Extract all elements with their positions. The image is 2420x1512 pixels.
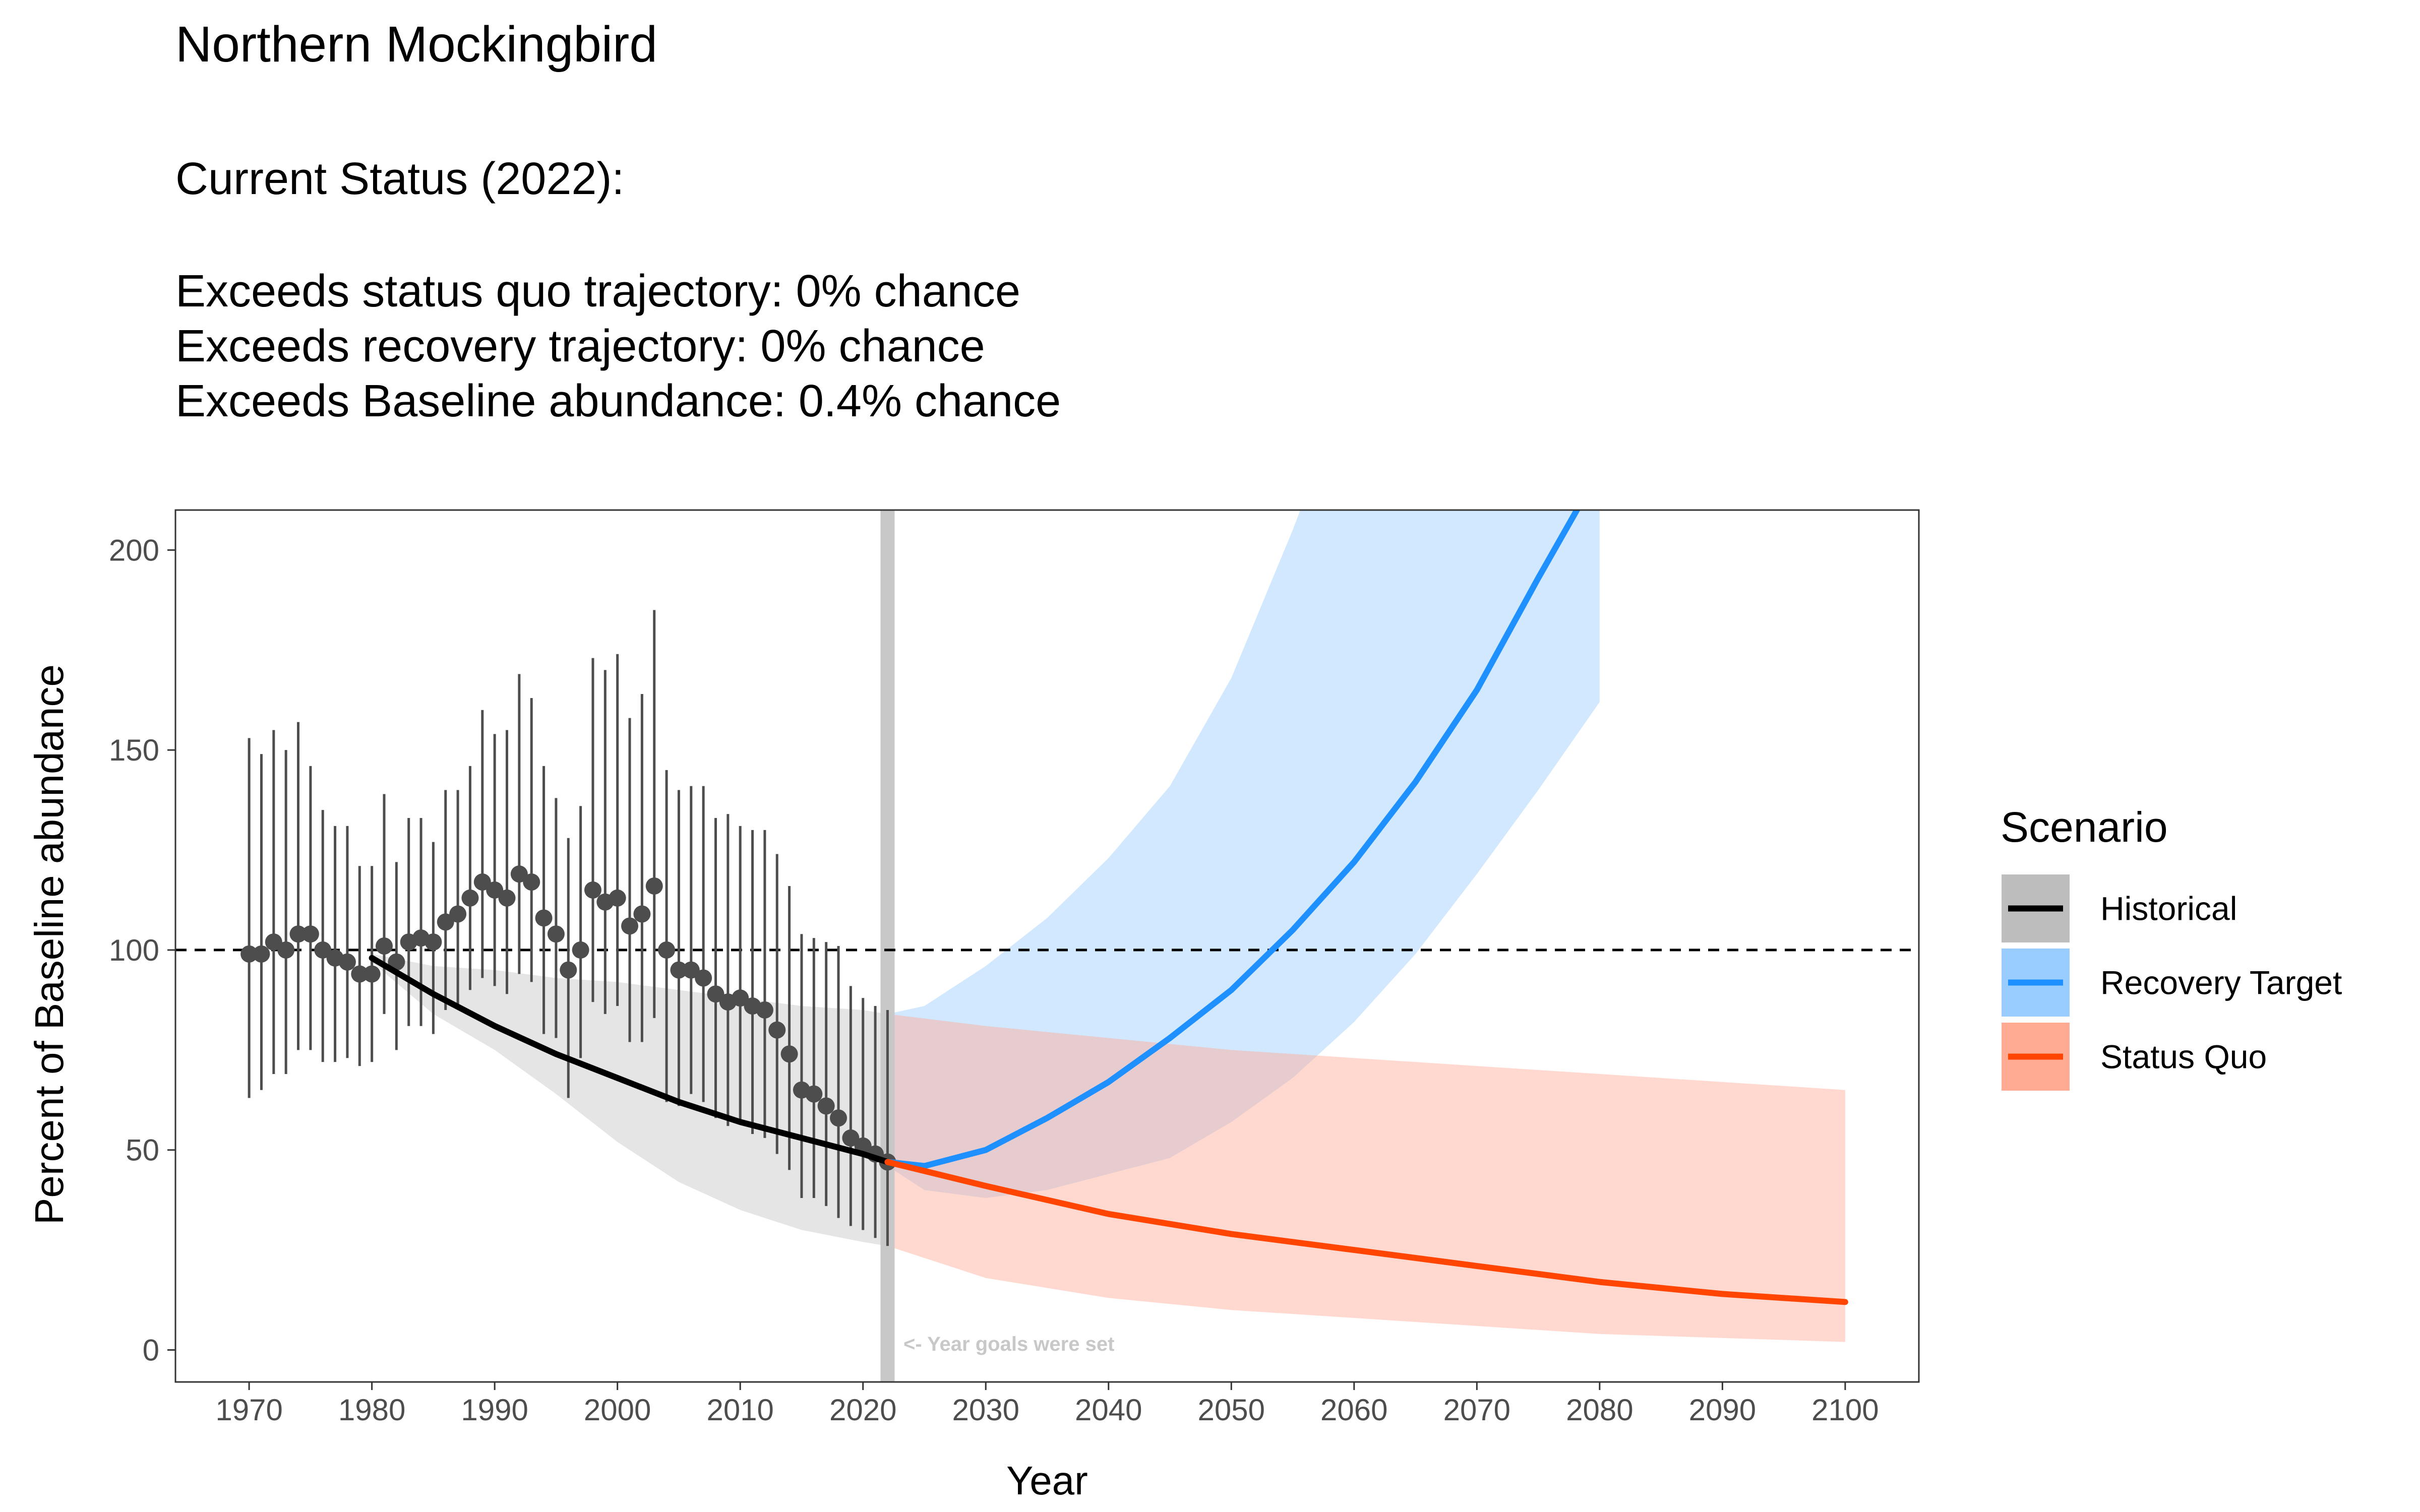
index-point-1970: [240, 945, 258, 963]
legend-label-historical: Historical: [2100, 890, 2237, 927]
index-point-1989: [473, 873, 491, 891]
status-heading: Current Status (2022):: [175, 154, 624, 204]
index-point-1975: [301, 925, 319, 943]
y-tick-label-50: 50: [126, 1133, 159, 1167]
band-recovery-target: [887, 510, 1600, 1198]
x-tick-label-2100: 2100: [1811, 1393, 1879, 1427]
x-tick-label-2050: 2050: [1198, 1393, 1265, 1427]
goal-year-marker: [880, 510, 895, 1382]
plot-border: [174, 509, 1920, 1383]
index-point-1987: [449, 905, 467, 923]
x-tick-label-2060: 2060: [1320, 1393, 1387, 1427]
index-point-2016: [805, 1085, 823, 1103]
index-point-2013: [768, 1021, 786, 1039]
y-tick-label-100: 100: [109, 933, 159, 967]
index-point-2008: [707, 985, 724, 1003]
index-point-1972: [265, 933, 282, 951]
line-recovery-target: [884, 510, 1581, 1169]
index-point-2014: [780, 1045, 798, 1063]
goal-year-annotation: <- Year goals were set: [903, 1333, 1114, 1355]
x-axis-title: Year: [1006, 1458, 1088, 1503]
index-point-1992: [510, 865, 528, 883]
index-point-2003: [645, 877, 663, 895]
index-point-1990: [486, 881, 504, 899]
index-point-2000: [609, 889, 626, 907]
x-tick-label-2090: 2090: [1689, 1393, 1756, 1427]
index-point-1985: [425, 933, 442, 951]
index-point-2018: [830, 1109, 848, 1127]
index-point-2002: [633, 905, 651, 923]
chart-title: Northern Mockingbird: [175, 16, 657, 73]
x-tick-label-1990: 1990: [461, 1393, 528, 1427]
status-line-status-quo: Exceeds status quo trajectory: 0% chance: [175, 266, 1020, 317]
index-point-2019: [842, 1129, 860, 1147]
index-point-2004: [658, 941, 676, 959]
index-point-1978: [338, 953, 356, 971]
index-point-1976: [314, 941, 332, 959]
plot-area: [175, 510, 1919, 1382]
legend: Scenario Historical Recovery Target Status…: [2001, 803, 2342, 1091]
index-point-1993: [523, 873, 540, 891]
y-tick-label-200: 200: [109, 533, 159, 567]
legend-label-status-quo: Status Quo: [2100, 1038, 2267, 1076]
index-point-1973: [277, 941, 295, 959]
index-point-2012: [756, 1001, 773, 1019]
legend-title: Scenario: [2001, 803, 2168, 851]
status-line-baseline: Exceeds Baseline abundance: 0.4% chance: [175, 376, 1061, 426]
index-point-1994: [535, 909, 553, 927]
index-point-1981: [375, 937, 393, 955]
index-point-1986: [437, 913, 454, 931]
axes: 1970 1980 1990 2000 2010 2020 2030 2040 2050 2060…: [109, 533, 1879, 1427]
index-point-2007: [695, 969, 712, 987]
x-tick-label-2000: 2000: [584, 1393, 651, 1427]
band-status-quo: [887, 1014, 1845, 1342]
index-point-2006: [682, 961, 700, 979]
index-point-1997: [572, 941, 589, 959]
index-point-1995: [547, 925, 565, 943]
x-tick-label-1970: 1970: [215, 1393, 282, 1427]
y-tick-label-150: 150: [109, 733, 159, 767]
index-point-1991: [498, 889, 516, 907]
x-tick-label-2040: 2040: [1075, 1393, 1142, 1427]
index-point-1998: [584, 881, 601, 899]
x-tick-label-2030: 2030: [952, 1393, 1019, 1427]
y-tick-label-0: 0: [143, 1334, 159, 1367]
legend-label-recovery-target: Recovery Target: [2100, 964, 2342, 1001]
line-historical: [369, 955, 891, 1165]
x-tick-label-2080: 2080: [1566, 1393, 1633, 1427]
status-line-recovery: Exceeds recovery trajectory: 0% chance: [175, 321, 985, 371]
index-point-1979: [351, 965, 369, 983]
index-point-2010: [732, 989, 749, 1007]
x-tick-label-2070: 2070: [1443, 1393, 1510, 1427]
index-point-2001: [621, 917, 639, 935]
x-tick-label-2020: 2020: [829, 1393, 896, 1427]
index-point-1988: [461, 889, 479, 907]
y-axis-title: Percent of Baseline abundance: [27, 664, 72, 1225]
index-point-1971: [253, 945, 270, 963]
index-point-2017: [817, 1097, 835, 1115]
index-point-2005: [670, 961, 688, 979]
line-status-quo: [884, 1159, 1848, 1305]
x-tick-label-1980: 1980: [338, 1393, 405, 1427]
index-point-1974: [289, 925, 307, 943]
x-tick-label-2010: 2010: [706, 1393, 773, 1427]
index-point-1982: [388, 953, 405, 971]
index-point-1980: [363, 965, 381, 983]
index-point-1996: [560, 961, 577, 979]
